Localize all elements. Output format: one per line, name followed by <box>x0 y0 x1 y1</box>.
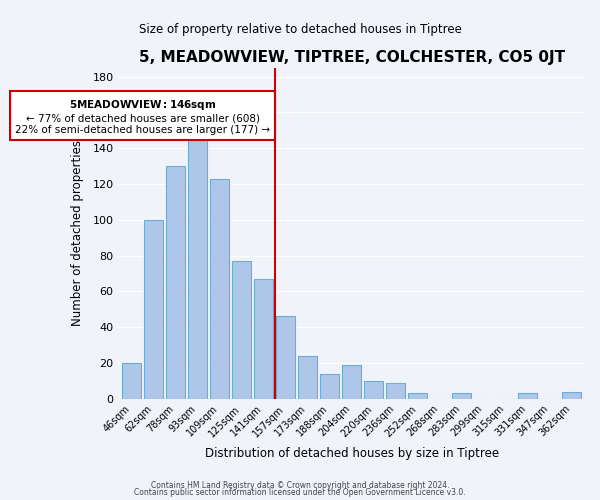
Bar <box>386 382 405 399</box>
Bar <box>277 316 295 399</box>
Text: Contains HM Land Registry data © Crown copyright and database right 2024.: Contains HM Land Registry data © Crown c… <box>151 480 449 490</box>
Text: Contains public sector information licensed under the Open Government Licence v3: Contains public sector information licen… <box>134 488 466 497</box>
Bar <box>122 363 141 399</box>
Bar <box>409 394 427 399</box>
Title: 5, MEADOWVIEW, TIPTREE, COLCHESTER, CO5 0JT: 5, MEADOWVIEW, TIPTREE, COLCHESTER, CO5 … <box>139 50 565 65</box>
Bar <box>254 279 273 399</box>
Y-axis label: Number of detached properties: Number of detached properties <box>71 140 84 326</box>
Bar <box>211 178 229 399</box>
X-axis label: Distribution of detached houses by size in Tiptree: Distribution of detached houses by size … <box>205 447 499 460</box>
Bar <box>452 394 471 399</box>
Bar <box>144 220 163 399</box>
Bar <box>166 166 185 399</box>
Bar <box>188 138 207 399</box>
Bar <box>320 374 339 399</box>
Text: $\bf{5 MEADOWVIEW: 146sqm}$
← 77% of detached houses are smaller (608)
22% of se: $\bf{5 MEADOWVIEW: 146sqm}$ ← 77% of det… <box>15 98 270 135</box>
Bar <box>364 381 383 399</box>
Bar <box>562 392 581 399</box>
Bar <box>298 356 317 399</box>
Bar <box>518 394 537 399</box>
Text: Size of property relative to detached houses in Tiptree: Size of property relative to detached ho… <box>139 22 461 36</box>
Bar <box>232 261 251 399</box>
Bar <box>343 365 361 399</box>
